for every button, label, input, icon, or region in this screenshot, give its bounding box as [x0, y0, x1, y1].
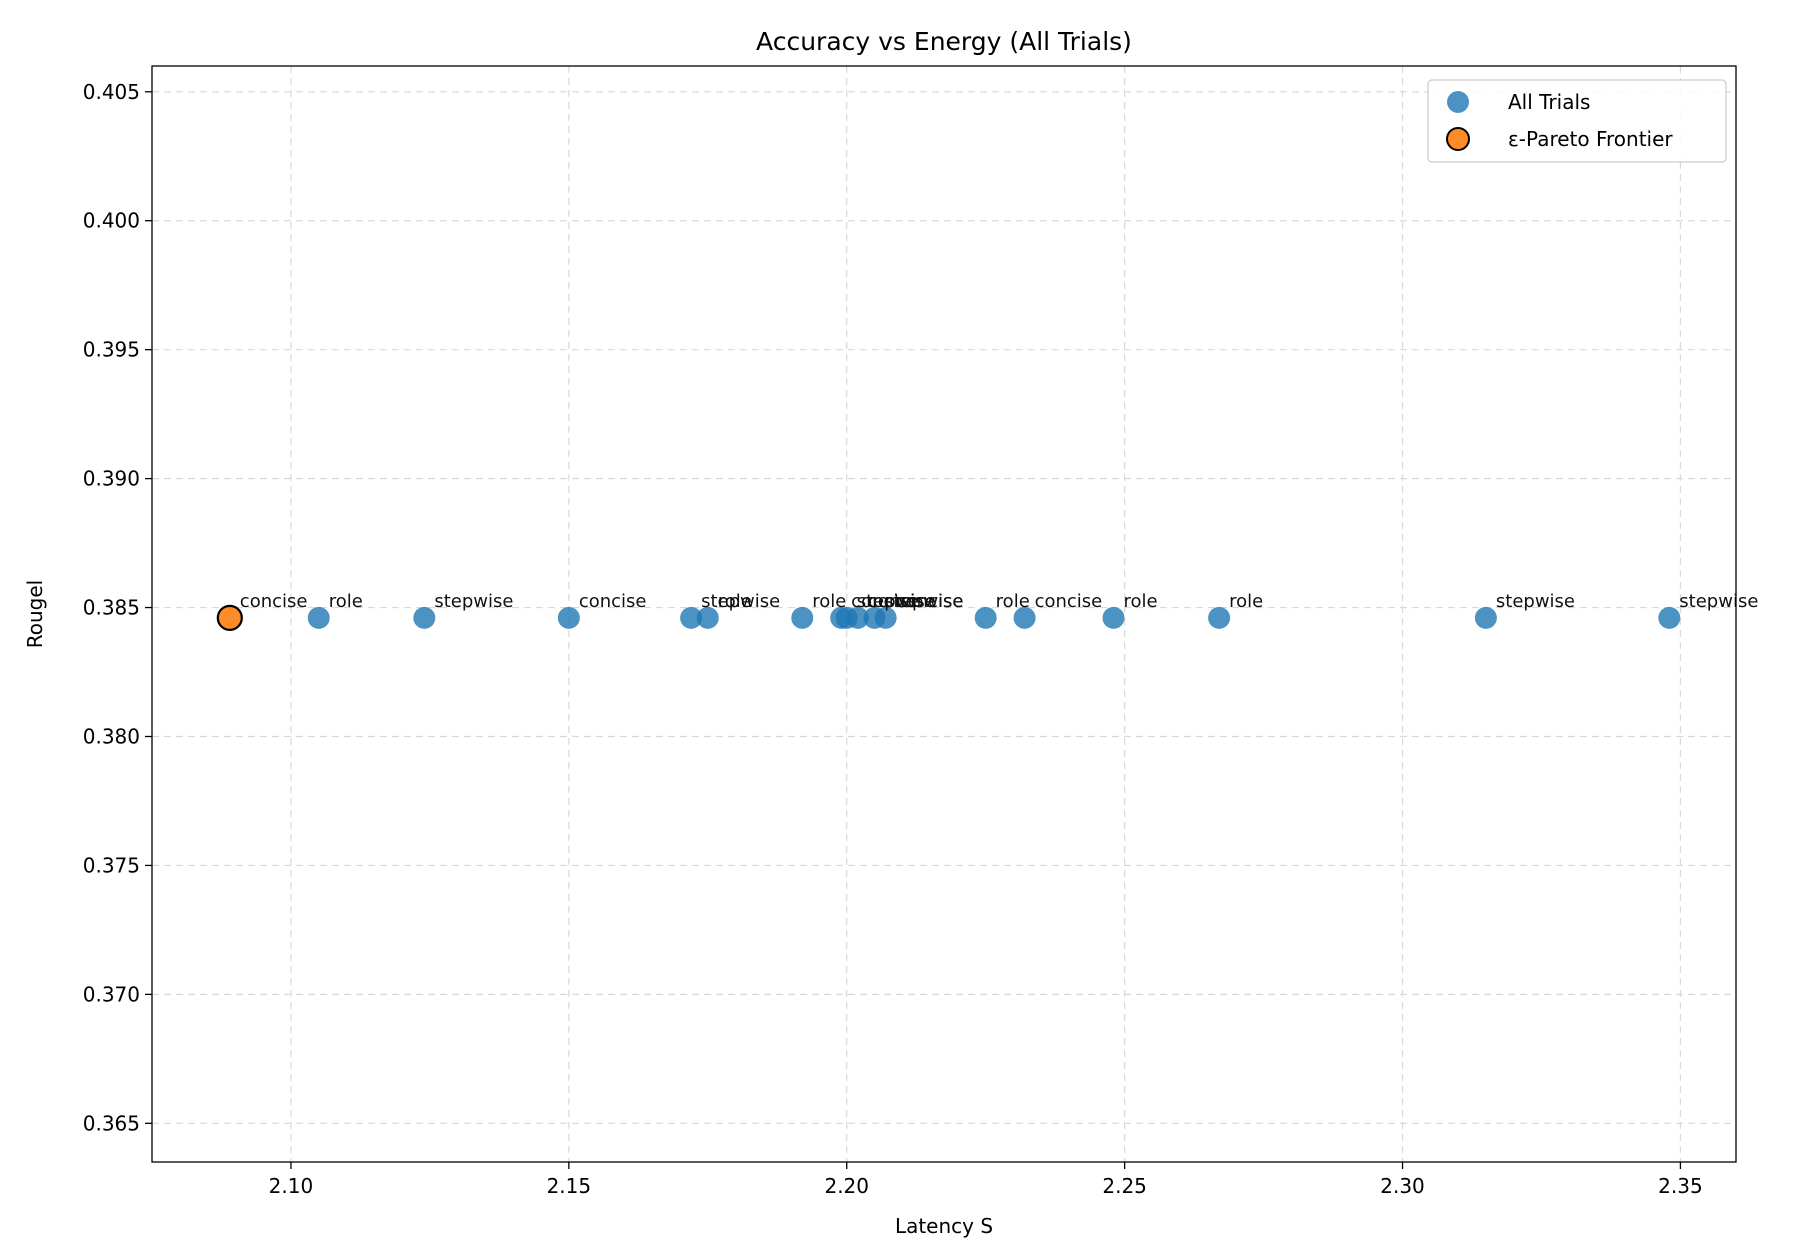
trial-point: [696, 606, 719, 629]
chart-title: Accuracy vs Energy (All Trials): [756, 27, 1132, 56]
x-axis-label: Latency S: [895, 1214, 993, 1238]
point-label: concise: [868, 591, 936, 612]
trial-point: [1474, 606, 1497, 629]
trial-point: [1658, 606, 1681, 629]
x-tick-label: 2.35: [1658, 1174, 1703, 1198]
point-label: role: [329, 591, 363, 612]
plot-frame: [151, 65, 1737, 1163]
point-label: stepwise: [1496, 591, 1575, 612]
trial-point: [1013, 606, 1036, 629]
y-tick-label: 0.380: [83, 724, 140, 748]
point-label: role: [1229, 591, 1263, 612]
point-label: concise: [851, 591, 919, 612]
x-tick-label: 2.15: [547, 1174, 592, 1198]
trial-point: [680, 606, 703, 629]
point-label: stepwise: [1679, 591, 1758, 612]
point-label: concise: [579, 591, 647, 612]
legend-box: [1427, 79, 1727, 163]
trial-point: [1102, 606, 1125, 629]
data-points: [216, 604, 1681, 631]
legend-label-all-trials: All Trials: [1508, 90, 1590, 114]
point-label: stepwise: [701, 591, 780, 612]
pareto-point: [216, 604, 243, 631]
point-label: role: [812, 591, 846, 612]
legend-marker-all-trials: [1447, 91, 1469, 113]
y-tick-label: 0.390: [83, 467, 140, 491]
point-label: stepwise: [885, 591, 964, 612]
trial-point: [791, 606, 814, 629]
trial-point: [557, 606, 580, 629]
trial-point: [974, 606, 997, 629]
x-tick-label: 2.10: [269, 1174, 314, 1198]
y-tick-label: 0.365: [83, 1111, 140, 1135]
x-tick-label: 2.30: [1380, 1174, 1425, 1198]
trial-point: [846, 606, 869, 629]
point-label: role: [718, 591, 752, 612]
legend-label-pareto: ε-Pareto Frontier: [1508, 127, 1673, 151]
trial-point: [874, 606, 897, 629]
y-tick-label: 0.405: [83, 80, 140, 104]
y-tick-label: 0.395: [83, 338, 140, 362]
point-label: role: [1124, 591, 1158, 612]
y-tick-label: 0.400: [83, 209, 140, 233]
y-tick-label: 0.375: [83, 853, 140, 877]
y-tick-label: 0.370: [83, 982, 140, 1006]
axis-ticks: 2.10 2.15 2.20 2.25 2.30 2.35 0.365 0.370 0.375 0…: [83, 80, 1703, 1198]
trial-point: [307, 606, 330, 629]
point-label: concise: [1035, 591, 1103, 612]
trial-point: [1208, 606, 1231, 629]
legend: All Trials ε-Pareto Frontier: [1427, 79, 1727, 163]
point-label: concise: [240, 591, 308, 612]
trial-point: [413, 606, 436, 629]
y-tick-label: 0.385: [83, 596, 140, 620]
x-tick-label: 2.20: [824, 1174, 869, 1198]
y-axis-label: Rougel: [23, 580, 47, 648]
point-label: concise: [896, 591, 964, 612]
point-label: stepwise: [857, 591, 936, 612]
legend-marker-pareto: [1446, 127, 1470, 151]
point-label: stepwise: [434, 591, 513, 612]
point-label: role: [996, 591, 1030, 612]
x-tick-label: 2.25: [1102, 1174, 1147, 1198]
